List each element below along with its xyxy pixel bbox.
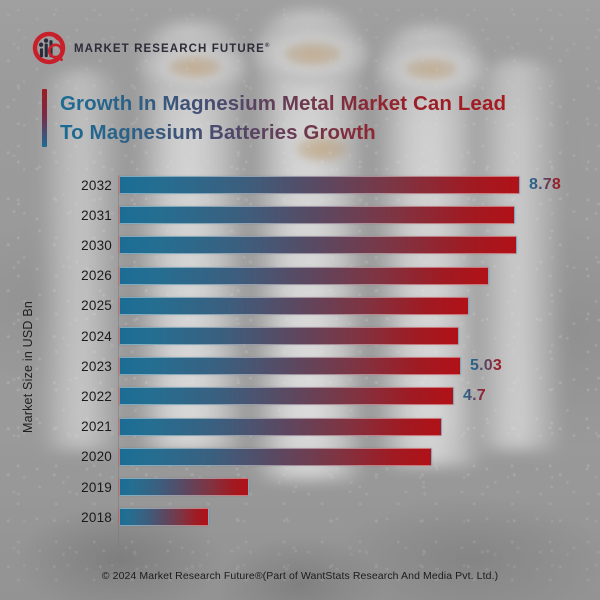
bar-fill[interactable] <box>119 387 454 406</box>
bar-track <box>119 263 600 289</box>
bar-value-label: 4.7 <box>463 387 486 405</box>
bar-chart: Market Size in USD Bn 2032 8.78 2031 2030 20… <box>0 170 600 555</box>
bar-track: 5.03 <box>119 353 600 379</box>
bar-row: 2025 <box>0 293 600 319</box>
bar-track <box>119 232 600 258</box>
bar-track <box>119 474 600 500</box>
bar-category-label: 2032 <box>81 177 112 193</box>
bar-row: 2018 <box>0 504 600 530</box>
bar-fill[interactable] <box>119 447 432 466</box>
bar-row: 2026 <box>0 263 600 289</box>
bar-category-label: 2025 <box>81 298 112 314</box>
title-block: Growth In Magnesium Metal Market Can Lea… <box>42 89 562 148</box>
bar-fill[interactable] <box>119 206 515 225</box>
bar-fill[interactable] <box>119 296 469 315</box>
y-axis-line <box>118 175 119 547</box>
bar-category-label: 2024 <box>81 328 112 344</box>
bar-row: 2030 <box>0 232 600 258</box>
bar-track <box>119 323 600 349</box>
bar-row: 2023 5.03 <box>0 353 600 379</box>
bar-category-label: 2019 <box>81 479 112 495</box>
bar-row: 2031 <box>0 202 600 228</box>
page-title: Growth In Magnesium Metal Market Can Lea… <box>60 89 506 147</box>
market-research-future-logo-icon <box>32 31 66 65</box>
bar-track <box>119 293 600 319</box>
brand-wordmark-text: MARKET RESEARCH FUTURE <box>74 43 265 55</box>
brand-logo: MARKET RESEARCH FUTURE® <box>30 29 269 67</box>
registered-mark: ® <box>264 43 270 50</box>
bar-fill[interactable] <box>119 478 249 496</box>
bar-track: 8.78 <box>119 172 600 198</box>
bar-fill[interactable] <box>119 236 517 255</box>
copyright-footer: © 2024 Market Research Future®(Part of W… <box>101 570 499 582</box>
bar-track <box>119 202 600 228</box>
bar-row: 2020 <box>0 444 600 470</box>
bar-category-label: 2031 <box>81 207 112 223</box>
bar-category-label: 2020 <box>81 449 112 465</box>
title-accent-bar <box>42 89 47 148</box>
bar-fill[interactable] <box>119 357 461 376</box>
brand-wordmark: MARKET RESEARCH FUTURE® <box>74 43 269 55</box>
bar-category-label: 2030 <box>81 237 112 253</box>
bar-row: 2019 <box>0 474 600 500</box>
bar-track: 4.7 <box>119 383 600 409</box>
bar-category-label: 2023 <box>81 358 112 374</box>
bar-fill[interactable] <box>119 417 442 436</box>
bar-row: 2022 4.7 <box>0 383 600 409</box>
bar-category-label: 2026 <box>81 268 112 284</box>
bar-fill[interactable] <box>119 327 459 345</box>
bar-category-label: 2018 <box>81 509 112 525</box>
bar-row: 2021 <box>0 414 600 440</box>
bar-track <box>119 504 600 530</box>
bar-category-label: 2021 <box>81 419 112 435</box>
bar-row: 2032 8.78 <box>0 172 600 198</box>
bar-track <box>119 444 600 470</box>
bar-fill[interactable] <box>119 176 520 194</box>
bar-value-label: 8.78 <box>529 176 561 193</box>
bar-value-label: 5.03 <box>470 357 502 375</box>
bar-fill[interactable] <box>119 508 209 527</box>
bar-track <box>119 414 600 440</box>
bar-category-label: 2022 <box>81 388 112 404</box>
bar-row: 2024 <box>0 323 600 349</box>
bar-fill[interactable] <box>119 266 489 285</box>
